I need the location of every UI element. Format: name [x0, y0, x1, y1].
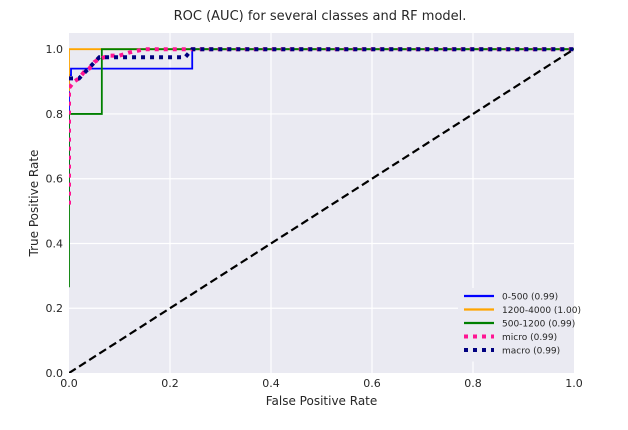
y-tick-label-3: 0.6 — [46, 173, 64, 186]
series-line-5 — [69, 48, 574, 373]
x-tick-label-2: 0.4 — [262, 377, 280, 390]
legend-label-2: 500-1200 (0.99) — [502, 320, 575, 330]
series-line-2 — [69, 48, 574, 288]
series-group — [69, 47, 574, 373]
x-axis-label: False Positive Rate — [266, 394, 378, 408]
chart-title: ROC (AUC) for several classes and RF mod… — [174, 9, 467, 24]
y-axis-label: True Positive Rate — [27, 150, 41, 258]
legend-label-3: micro (0.99) — [502, 333, 557, 343]
legend-label-1: 1200-4000 (1.00) — [502, 306, 581, 316]
y-tick-label-1: 0.2 — [46, 302, 64, 315]
y-tick-label-0: 0.0 — [46, 367, 64, 380]
x-tick-label-3: 0.6 — [363, 377, 381, 390]
x-tick-label-4: 0.8 — [464, 377, 482, 390]
x-tick-label-0: 0.0 — [60, 377, 78, 390]
x-tick-label-5: 1.0 — [565, 377, 583, 390]
y-tick-label-5: 1.0 — [46, 43, 64, 56]
x-ticks: 0.0 0.2 0.4 0.6 0.8 1.0 — [60, 377, 583, 390]
x-tick-label-1: 0.2 — [161, 377, 179, 390]
y-ticks: 0.0 0.2 0.4 0.6 0.8 1.0 — [46, 43, 64, 380]
y-tick-label-2: 0.4 — [46, 237, 64, 250]
y-tick-label-4: 0.8 — [46, 108, 64, 121]
legend-label-0: 0-500 (0.99) — [502, 293, 558, 303]
legend-label-4: macro (0.99) — [502, 347, 560, 357]
legend: 0-500 (0.99) 1200-4000 (1.00) 500-1200 (0.… — [458, 288, 581, 362]
